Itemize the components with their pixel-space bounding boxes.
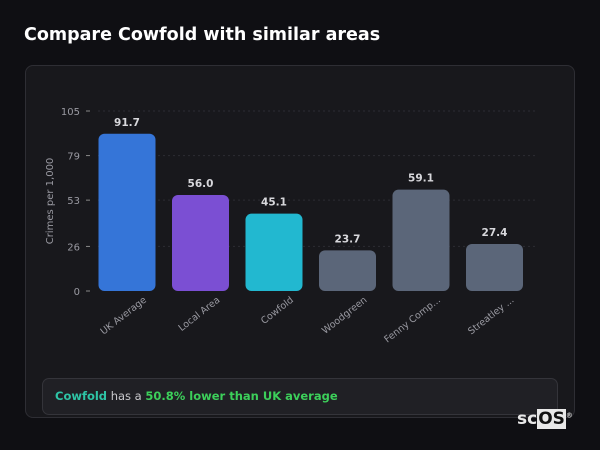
- y-tick-label: 105: [61, 107, 80, 118]
- data-label: 59.1: [408, 173, 434, 185]
- x-tick-label: Streatley ...: [466, 295, 516, 338]
- y-tick-label: 79: [67, 152, 80, 163]
- x-tick-label: Local Area: [177, 295, 223, 334]
- scos-logo: scOS®: [517, 409, 573, 429]
- y-tick-label: 0: [74, 287, 80, 298]
- data-label: 56.0: [188, 178, 214, 190]
- bar: [319, 250, 376, 291]
- page-title: Compare Cowfold with similar areas: [24, 25, 381, 45]
- data-label: 45.1: [261, 197, 287, 209]
- bar: [245, 213, 303, 291]
- x-tick-label: UK Average: [99, 295, 149, 338]
- data-label: 27.4: [482, 227, 508, 239]
- bar: [172, 195, 229, 291]
- bar: [392, 189, 450, 291]
- data-label: 91.7: [114, 117, 140, 129]
- area-name: Cowfold: [55, 389, 108, 403]
- summary-banner: Cowfold has a 50.8% lower than UK averag…: [42, 378, 558, 415]
- comparison-highlight: 50.8% lower than UK average: [145, 389, 338, 403]
- data-label: 23.7: [335, 233, 361, 245]
- x-tick-label: Woodgreen: [320, 295, 369, 337]
- bar: [466, 244, 523, 291]
- y-tick-label: 26: [67, 242, 80, 253]
- y-tick-label: 53: [67, 196, 80, 207]
- x-tick-label: Cowfold: [259, 295, 296, 327]
- y-axis-label: Crimes per 1,000: [45, 158, 56, 245]
- bar: [98, 133, 156, 291]
- x-tick-label: Fenny Comp...: [382, 295, 443, 346]
- summary-text: has a: [107, 389, 146, 403]
